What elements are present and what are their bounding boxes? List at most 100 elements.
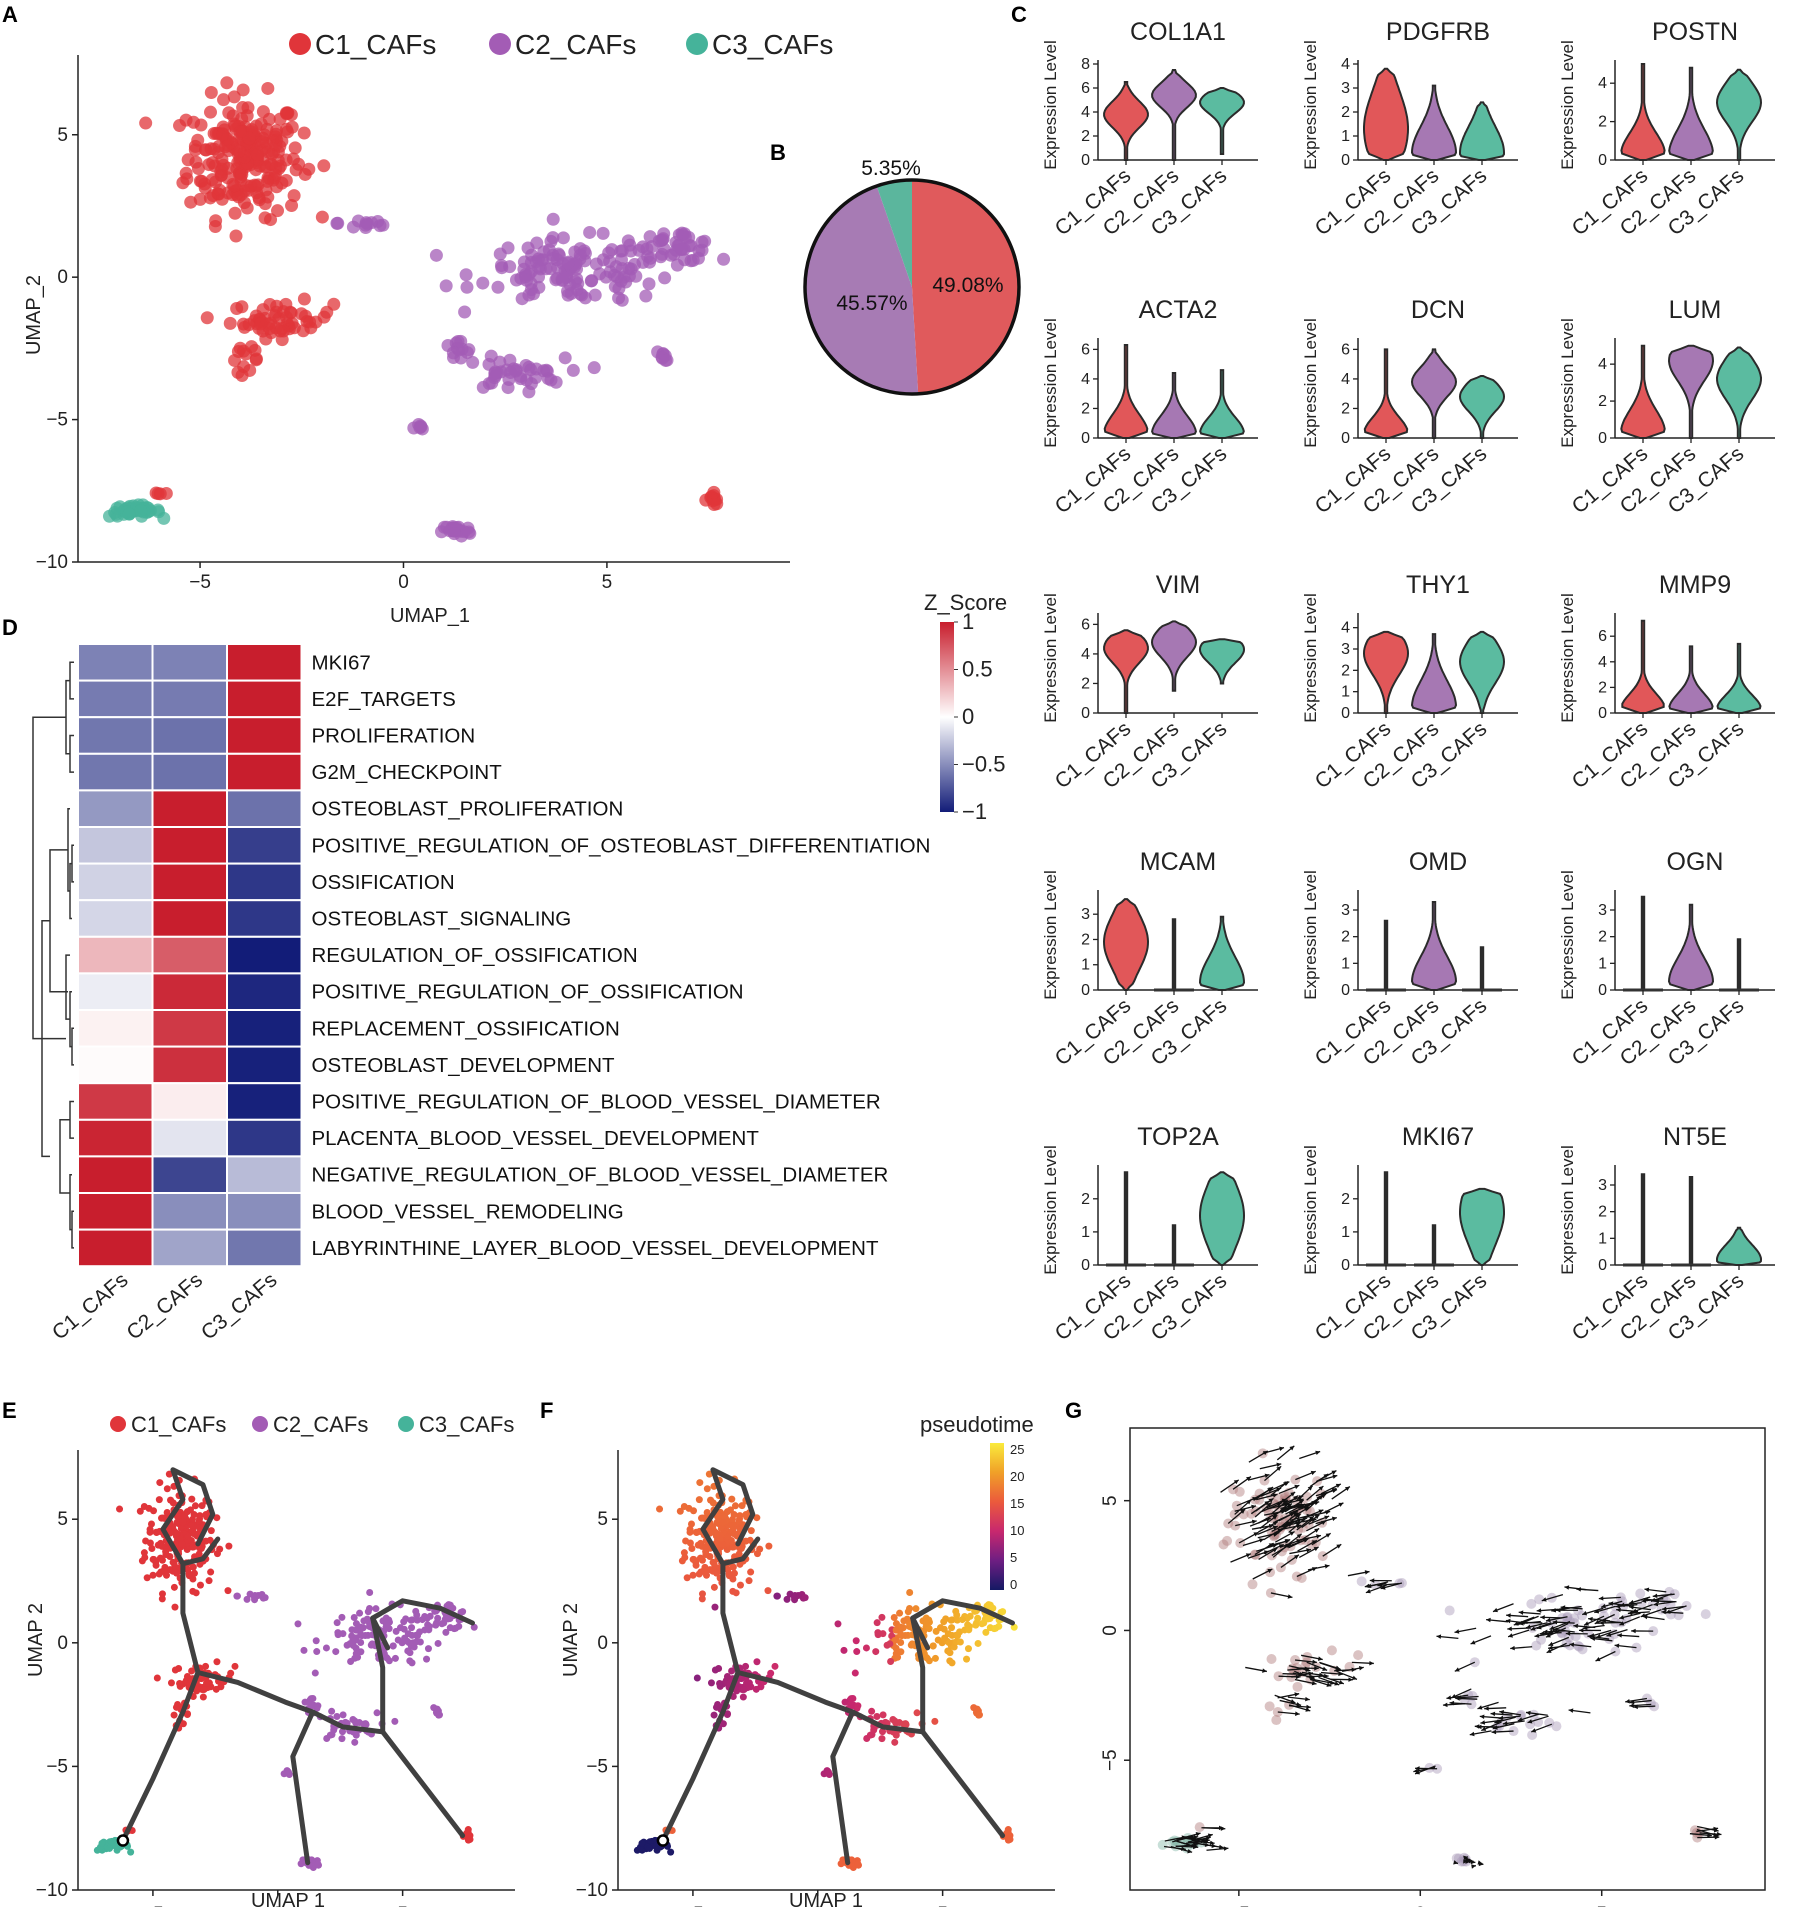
umap-point-c1 — [230, 302, 244, 316]
velocity-arrowhead — [1380, 1585, 1386, 1590]
heatmap-cell — [77, 643, 154, 682]
pseudo-point — [764, 1587, 772, 1595]
gene-title: VIM — [1156, 571, 1200, 599]
velocity-arrowhead — [1289, 1531, 1295, 1536]
velocity-arrowhead — [1218, 1844, 1224, 1850]
velocity-arrowhead — [1565, 1631, 1571, 1636]
velocity-arrowhead — [1211, 1843, 1217, 1848]
violin-c3_cafs — [1458, 630, 1506, 714]
traj-point-c1 — [207, 1568, 215, 1576]
velocity-arrowhead — [1267, 1488, 1273, 1493]
pseudo-point — [687, 1520, 695, 1528]
umap-point-c1 — [302, 162, 316, 176]
legend-label-c3_cafs: C3_CAFs — [712, 29, 833, 60]
violin-y-axis-title: Expression Level — [1041, 1145, 1060, 1274]
violin-y-tick-label: 3 — [1598, 902, 1607, 919]
velocity-point — [1534, 1594, 1545, 1605]
velocity-arrowhead — [1314, 1528, 1320, 1533]
heatmap-cell — [226, 752, 303, 792]
traj-point-c1 — [191, 1502, 199, 1510]
pseudo-point — [868, 1707, 876, 1715]
pseudo-y-tick-label: −10 — [576, 1880, 608, 1901]
velocity-arrowhead — [1484, 1706, 1489, 1711]
velocity-arrowhead — [1505, 1618, 1511, 1624]
heatmap-cell — [151, 752, 228, 792]
pseudo-point — [737, 1675, 745, 1683]
pseudo-point — [713, 1513, 721, 1521]
umap-y-axis-title: UMAP_2 — [23, 275, 45, 355]
velocity-arrowhead — [1331, 1516, 1337, 1522]
traj-point-c2 — [382, 1653, 390, 1661]
panel-letter-f: F — [540, 1398, 553, 1423]
umap-point-c1 — [223, 316, 237, 330]
heatmap-cell — [226, 1009, 303, 1048]
pseudo-point — [688, 1545, 696, 1553]
pseudo-point — [745, 1577, 753, 1585]
velocity-arrowhead — [1413, 1768, 1419, 1774]
pseudo-point — [840, 1646, 848, 1654]
pseudo-point — [956, 1638, 964, 1646]
umap-point-c2 — [522, 385, 536, 399]
velocity-arrowhead — [1284, 1481, 1290, 1486]
umap-point-c1 — [309, 315, 323, 329]
heatmap-cell — [151, 899, 228, 938]
pseudo-point — [693, 1674, 701, 1682]
umap-point-c2 — [587, 361, 601, 375]
velocity-arrowhead — [1268, 1498, 1274, 1503]
heatmap-row-label: PROLIFERATION — [312, 725, 476, 748]
umap-point-c1 — [258, 197, 272, 211]
pseudo-point — [974, 1614, 982, 1622]
violin-c1_cafs — [1383, 1171, 1389, 1266]
traj-point-c1 — [152, 1561, 160, 1569]
velocity-arrowhead — [1481, 1726, 1487, 1731]
traj-point-c1 — [170, 1711, 178, 1719]
umap-point-c1 — [180, 172, 194, 186]
velocity-y-tick-label: −5 — [1100, 1749, 1121, 1771]
pseudo-point — [892, 1719, 900, 1727]
traj-point-c1 — [200, 1686, 208, 1694]
umap-point-c1 — [256, 135, 270, 149]
umap-cluster-plot: C1_CAFs C2_CAFs C3_CAFs −5 0 5 −10 −5 0 5 UMAP_1… — [23, 29, 833, 627]
heatmap-row-label: OSTEOBLAST_SIGNALING — [312, 908, 572, 931]
heatmap-cell — [77, 899, 154, 938]
umap-point-c2 — [460, 280, 474, 294]
velocity-arrowhead — [1442, 1702, 1448, 1708]
umap-point-c1 — [187, 115, 201, 129]
umap-point-c2 — [462, 525, 476, 539]
pseudo-point — [912, 1605, 920, 1613]
velocity-arrowhead — [1536, 1608, 1542, 1613]
traj-point-c1 — [141, 1554, 149, 1562]
traj-point-c2 — [322, 1644, 330, 1652]
umap-point-c2 — [717, 252, 731, 266]
umap-point-c2 — [524, 363, 538, 377]
violin-c2_cafs — [1688, 1176, 1694, 1266]
pseudo-point — [982, 1628, 990, 1636]
pseudo-point — [738, 1502, 746, 1510]
velocity-point — [1271, 1715, 1282, 1726]
pseudo-point — [739, 1693, 747, 1701]
violin-y-tick-label: 6 — [1081, 341, 1090, 358]
pseudo-point — [752, 1685, 760, 1693]
velocity-arrowhead — [1308, 1516, 1314, 1521]
umap-x-axis-title: UMAP_1 — [390, 605, 470, 627]
umap-point-c2 — [376, 218, 390, 232]
umap-point-c1 — [216, 128, 230, 142]
velocity-arrowhead — [1507, 1626, 1512, 1632]
velocity-arrowhead — [1318, 1495, 1323, 1500]
velocity-arrowhead — [1209, 1840, 1215, 1846]
traj-point-c1 — [206, 1536, 214, 1544]
velocity-arrowhead — [1471, 1864, 1476, 1869]
traj-point-c2 — [261, 1594, 269, 1602]
velocity-arrowhead — [1181, 1846, 1186, 1852]
umap-point-c1 — [261, 145, 275, 159]
traj-point-c1 — [165, 1470, 173, 1478]
pseudo-point — [922, 1653, 930, 1661]
violin-y-tick-label: 4 — [1341, 56, 1350, 73]
pseudo-point — [656, 1505, 664, 1513]
velocity-arrowhead — [1344, 1486, 1350, 1491]
traj-point-c2 — [233, 1592, 241, 1600]
umap-point-c1 — [249, 352, 263, 366]
trajectory-legend: C1_CAFs C2_CAFs C3_CAFs — [110, 1412, 514, 1437]
violin-y-tick-label: 0 — [1081, 430, 1090, 447]
